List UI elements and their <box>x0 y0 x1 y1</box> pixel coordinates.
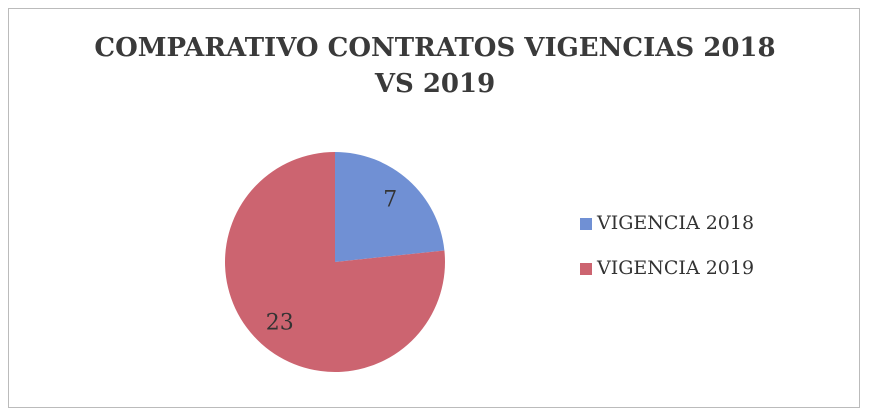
chart-frame <box>8 8 860 408</box>
value-label: 23 <box>266 310 294 335</box>
pie-slice <box>224 152 445 372</box>
legend-label: VIGENCIA 2018 <box>596 212 754 234</box>
legend-swatch <box>580 263 592 275</box>
legend-label: VIGENCIA 2019 <box>596 257 754 279</box>
legend-swatch <box>580 218 592 230</box>
pie-slice <box>335 152 445 262</box>
chart-title: COMPARATIVO CONTRATOS VIGENCIAS 2018 VS … <box>94 33 776 99</box>
value-label: 7 <box>383 188 397 213</box>
